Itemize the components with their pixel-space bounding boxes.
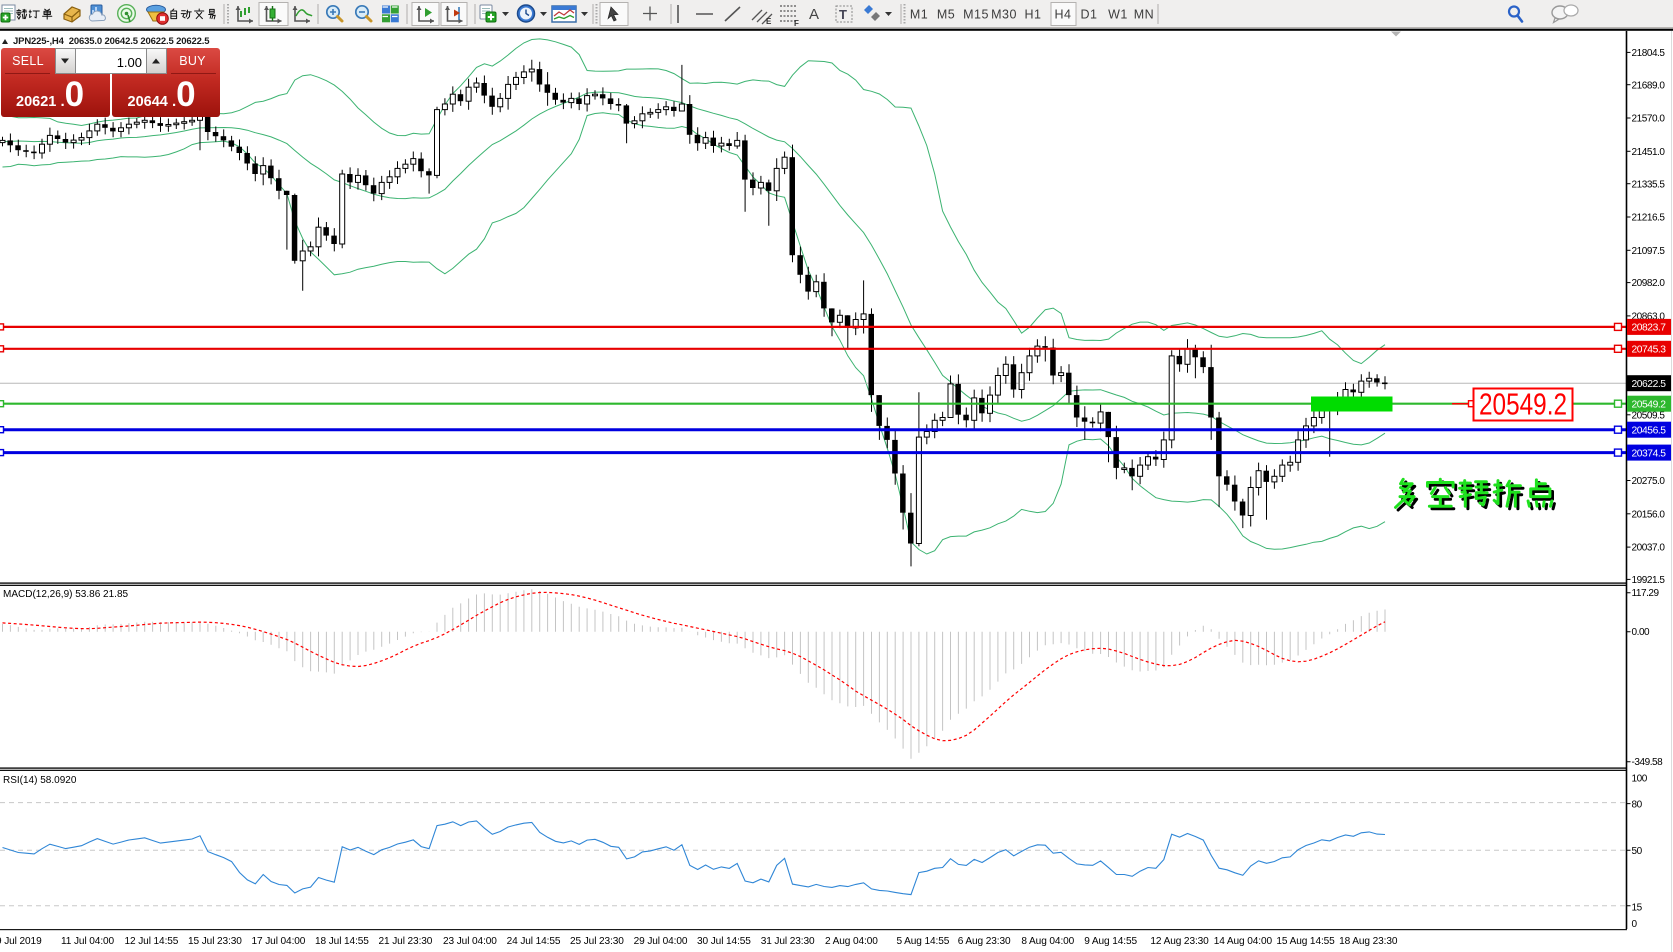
svg-text:19921.5: 19921.5 [1632,575,1666,586]
svg-text:21804.5: 21804.5 [1632,48,1666,59]
svg-text:20982.0: 20982.0 [1632,278,1666,289]
svg-text:18 Jul 14:55: 18 Jul 14:55 [315,936,369,947]
svg-text:-349.58: -349.58 [1632,757,1664,768]
svg-text:25 Jul 23:30: 25 Jul 23:30 [570,936,624,947]
svg-text:20745.3: 20745.3 [1632,345,1667,356]
svg-text:D1: D1 [1081,8,1098,22]
svg-text:21 Jul 23:30: 21 Jul 23:30 [379,936,433,947]
svg-text:RSI(14) 58.0920: RSI(14) 58.0920 [3,775,77,786]
svg-text:20275.0: 20275.0 [1632,476,1666,487]
svg-text:M30: M30 [991,8,1017,22]
svg-text:M5: M5 [937,8,955,22]
svg-text:20509.5: 20509.5 [1632,410,1666,421]
svg-text:20456.5: 20456.5 [1632,426,1667,437]
svg-text:20374.5: 20374.5 [1632,448,1667,459]
svg-text:0: 0 [1632,919,1638,930]
svg-text:14 Aug 04:00: 14 Aug 04:00 [1214,936,1273,947]
svg-text:6 Aug 23:30: 6 Aug 23:30 [958,936,1011,947]
svg-text:20156.0: 20156.0 [1632,509,1666,520]
svg-text:21097.5: 21097.5 [1632,246,1666,257]
svg-text:T: T [839,7,847,22]
svg-text:F: F [794,19,799,28]
svg-text:50: 50 [1632,846,1643,857]
svg-text:15 Jul 23:30: 15 Jul 23:30 [188,936,242,947]
svg-text:31 Jul 23:30: 31 Jul 23:30 [761,936,815,947]
svg-text:MN: MN [1134,8,1154,22]
svg-text:20549.2: 20549.2 [1632,400,1667,411]
svg-text:9 Aug 14:55: 9 Aug 14:55 [1084,936,1137,947]
svg-text:M15: M15 [963,8,989,22]
svg-text:117.29: 117.29 [1632,588,1660,599]
svg-text:17 Jul 04:00: 17 Jul 04:00 [252,936,306,947]
svg-text:29 Jul 04:00: 29 Jul 04:00 [634,936,688,947]
svg-text:80: 80 [1632,800,1643,811]
svg-text:20622.5: 20622.5 [1632,379,1667,390]
svg-text:15: 15 [1632,902,1643,913]
svg-text:W1: W1 [1108,8,1128,22]
svg-text:H1: H1 [1025,8,1042,22]
svg-text:23 Jul 04:00: 23 Jul 04:00 [443,936,497,947]
svg-text:15 Aug 14:55: 15 Aug 14:55 [1276,936,1335,947]
svg-text:12 Aug 23:30: 12 Aug 23:30 [1150,936,1209,947]
svg-text:8 Aug 04:00: 8 Aug 04:00 [1021,936,1074,947]
svg-text:21689.0: 21689.0 [1632,80,1666,91]
svg-text:2 Aug 04:00: 2 Aug 04:00 [825,936,878,947]
svg-text:9 Jul 2019: 9 Jul 2019 [0,936,42,947]
svg-text:21570.0: 21570.0 [1632,114,1666,125]
svg-text:A: A [809,6,819,23]
svg-text:0.00: 0.00 [1632,627,1651,638]
svg-text:MACD(12,26,9) 53.86 21.85: MACD(12,26,9) 53.86 21.85 [3,589,129,600]
svg-text:18 Aug 23:30: 18 Aug 23:30 [1339,936,1398,947]
svg-text:11 Jul 04:00: 11 Jul 04:00 [61,936,115,947]
svg-text:20863.0: 20863.0 [1632,312,1666,323]
svg-text:H4: H4 [1055,8,1072,22]
svg-text:20037.0: 20037.0 [1632,543,1666,554]
svg-text:5 Aug 14:55: 5 Aug 14:55 [897,936,950,947]
svg-text:30 Jul 14:55: 30 Jul 14:55 [697,936,751,947]
svg-text:M1: M1 [910,8,928,22]
svg-text:21216.5: 21216.5 [1632,213,1666,224]
svg-text:21335.5: 21335.5 [1632,179,1666,190]
svg-text:E: E [766,17,772,26]
svg-text:24 Jul 14:55: 24 Jul 14:55 [507,936,561,947]
svg-text:21451.0: 21451.0 [1632,147,1666,158]
svg-text:100: 100 [1632,774,1648,785]
svg-text:12 Jul 14:55: 12 Jul 14:55 [125,936,179,947]
svg-text:20549.2: 20549.2 [1479,388,1567,422]
svg-text:20823.7: 20823.7 [1632,323,1667,334]
